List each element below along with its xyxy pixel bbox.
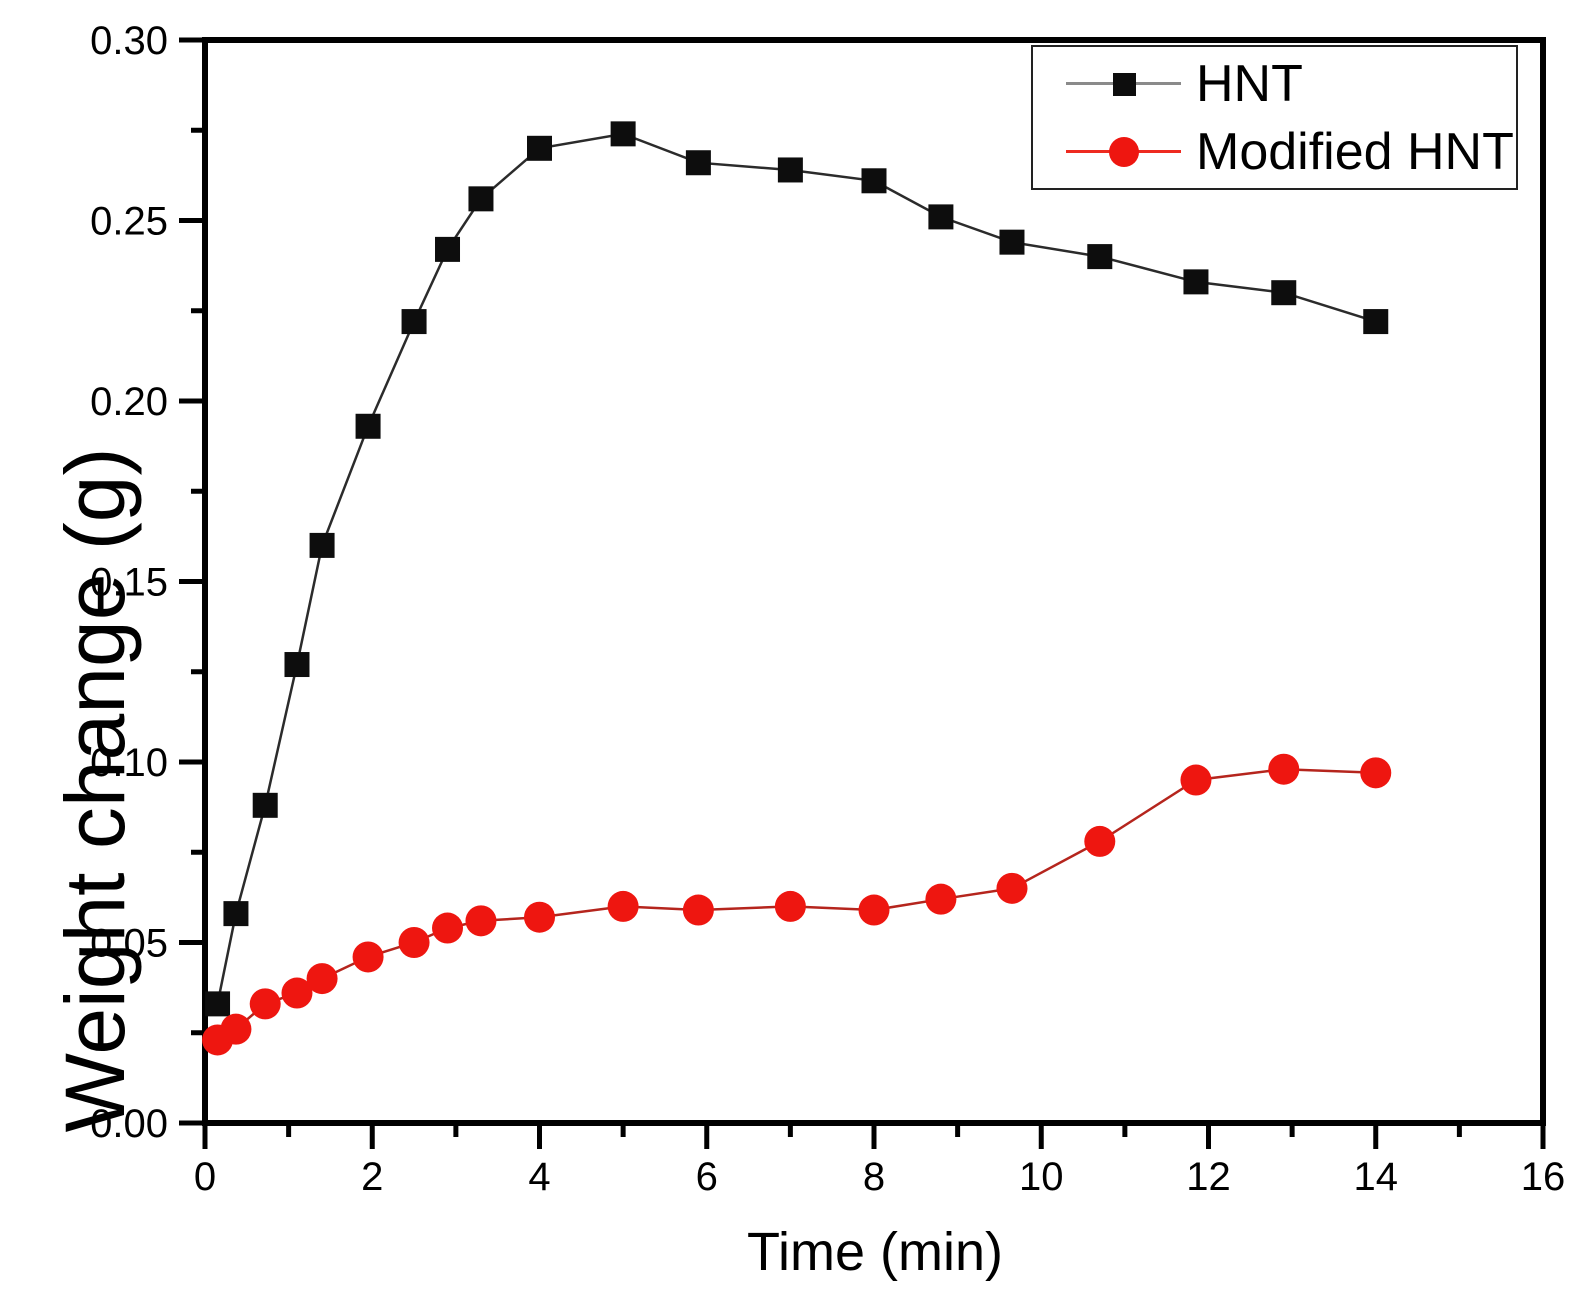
modified-hnt-circle-marker-icon — [1108, 136, 1139, 167]
modified-hnt-marker — [607, 890, 639, 922]
hnt-marker — [527, 135, 552, 161]
hnt-marker — [610, 121, 636, 147]
modified-hnt-marker — [524, 901, 555, 933]
modified-hnt-marker — [465, 905, 497, 937]
hnt-marker — [355, 413, 381, 439]
modified-hnt-marker — [1180, 764, 1212, 796]
modified-hnt-marker — [1084, 825, 1116, 857]
legend-item-hnt: HNT — [1066, 58, 1516, 110]
hnt-marker — [223, 901, 249, 927]
hnt-marker — [861, 168, 887, 194]
modified-hnt-marker — [996, 872, 1028, 904]
hnt-marker — [205, 991, 231, 1017]
x-axis-title: Time (min) — [747, 1222, 1003, 1282]
x-tick-label: 2 — [361, 1155, 383, 1199]
modified-hnt-legend-swatch — [1066, 135, 1181, 169]
y-axis-title: Weight change (g) — [48, 447, 142, 1133]
x-tick-label: 0 — [194, 1155, 216, 1199]
modified-hnt-marker — [925, 883, 957, 915]
modified-hnt-marker — [432, 912, 464, 944]
modified-hnt-marker — [281, 977, 313, 1009]
hnt-marker — [309, 532, 335, 558]
x-tick-label: 16 — [1521, 1155, 1566, 1199]
y-tick-label: 0.10 — [90, 741, 168, 785]
x-tick-label: 10 — [1019, 1155, 1064, 1199]
y-tick-label: 0.25 — [90, 200, 168, 244]
hnt-marker — [1271, 280, 1297, 306]
hnt-marker — [401, 309, 427, 335]
modified-hnt-marker — [1268, 753, 1300, 785]
hnt-marker — [252, 792, 278, 818]
hnt-marker — [1087, 244, 1113, 270]
modified-hnt-marker — [858, 894, 890, 926]
modified-hnt-marker — [249, 988, 281, 1020]
x-tick-label: 12 — [1186, 1155, 1231, 1199]
legend: HNT Modified HNT — [1031, 45, 1518, 190]
hnt-marker — [777, 157, 803, 183]
hnt-marker — [468, 186, 494, 212]
hnt-line — [216, 132, 1377, 1005]
legend-label-modified-hnt: Modified HNT — [1196, 122, 1514, 181]
hnt-legend-swatch — [1066, 67, 1181, 101]
hnt-marker — [999, 229, 1025, 255]
y-tick-label: 0.30 — [90, 19, 168, 63]
modified-hnt-marker — [398, 927, 430, 958]
modified-hnt-marker — [682, 894, 714, 926]
modified-hnt-marker — [220, 1013, 252, 1045]
hnt-marker — [685, 150, 711, 176]
hnt-marker — [928, 204, 954, 230]
modified-hnt-marker — [352, 941, 384, 973]
x-tick-label: 6 — [696, 1155, 718, 1199]
modified-hnt-marker — [774, 890, 806, 922]
x-tick-label: 4 — [528, 1155, 550, 1199]
x-tick-label: 8 — [863, 1155, 885, 1199]
legend-item-modified-hnt: Modified HNT — [1066, 126, 1516, 178]
hnt-marker — [284, 652, 310, 678]
modified-hnt-marker — [306, 963, 338, 995]
plot-box — [202, 37, 1546, 1126]
x-tick-label: 14 — [1354, 1155, 1399, 1199]
y-tick-label: 0.05 — [90, 922, 168, 966]
hnt-square-marker-icon — [1112, 72, 1136, 96]
hnt-marker — [1363, 309, 1389, 335]
legend-label-hnt: HNT — [1196, 54, 1303, 113]
y-tick-label: 0.20 — [90, 380, 168, 424]
hnt-marker — [1183, 269, 1209, 295]
modified-hnt-marker — [1360, 757, 1392, 789]
y-tick-label: 0.15 — [90, 561, 168, 605]
y-tick-label: 0.00 — [90, 1102, 168, 1146]
hnt-marker — [435, 236, 461, 262]
